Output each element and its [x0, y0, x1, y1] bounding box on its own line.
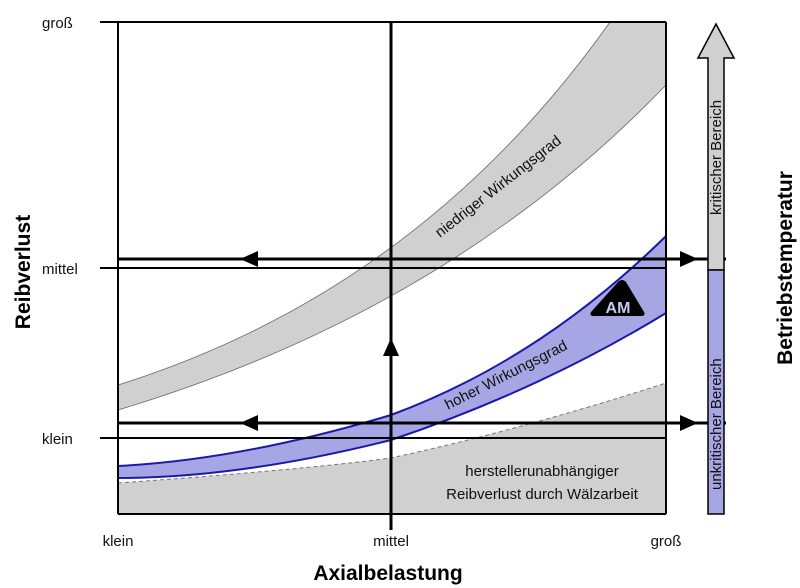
y-tick-gross: groß: [42, 15, 73, 32]
temperature-title: Betriebstemperatur: [774, 171, 797, 365]
uncritical-zone: [707, 269, 725, 515]
critical-zone: [696, 22, 736, 271]
x-tick-gross: groß: [651, 533, 682, 550]
arrow-left-icon: [240, 251, 258, 267]
x-tick-mittel: mittel: [373, 533, 409, 550]
x-axis-title: Axialbelastung: [313, 562, 462, 585]
arrow-left-icon: [240, 415, 258, 431]
arrow-up-icon: [383, 338, 399, 356]
base-loss-label-2: Reibverlust durch Wälzarbeit: [446, 486, 639, 503]
base-loss-label-1: herstellerunabhängiger: [465, 463, 618, 480]
y-tick-klein: klein: [42, 431, 73, 448]
arrow-right-icon: [680, 251, 698, 267]
critical-label: kritischer Bereich: [708, 100, 725, 215]
am-badge-icon: [590, 280, 645, 316]
base-loss-region: [118, 383, 666, 514]
am-badge-text: AM: [606, 300, 631, 317]
x-tick-klein: klein: [103, 533, 134, 550]
uncritical-label: unkritischer Bereich: [708, 358, 725, 490]
y-axis-title: Reibverlust: [12, 215, 35, 329]
arrow-right-icon: [680, 415, 698, 431]
y-tick-mittel: mittel: [42, 261, 78, 278]
